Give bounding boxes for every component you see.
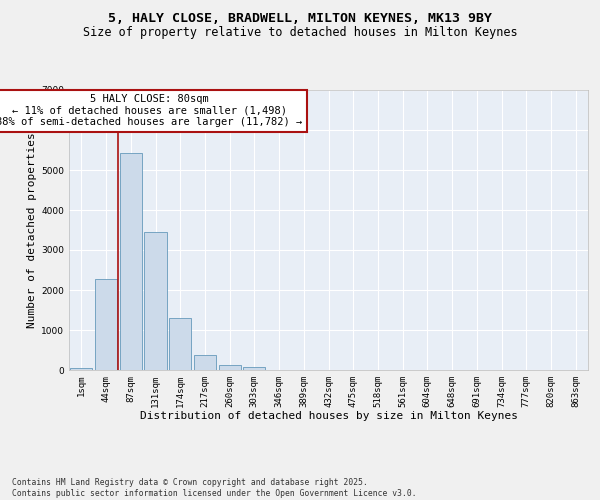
Text: Contains HM Land Registry data © Crown copyright and database right 2025.
Contai: Contains HM Land Registry data © Crown c… [12,478,416,498]
Bar [70,368,92,370]
Bar [95,279,117,370]
X-axis label: Distribution of detached houses by size in Milton Keynes: Distribution of detached houses by size … [139,412,517,422]
Text: 5, HALY CLOSE, BRADWELL, MILTON KEYNES, MK13 9BY: 5, HALY CLOSE, BRADWELL, MILTON KEYNES, … [108,12,492,26]
Bar [119,153,142,370]
Bar [243,367,265,370]
Bar [194,355,216,370]
Bar [218,366,241,370]
Text: 5 HALY CLOSE: 80sqm
← 11% of detached houses are smaller (1,498)
88% of semi-det: 5 HALY CLOSE: 80sqm ← 11% of detached ho… [0,94,302,128]
Bar [145,232,167,370]
Text: Size of property relative to detached houses in Milton Keynes: Size of property relative to detached ho… [83,26,517,39]
Bar [169,318,191,370]
Y-axis label: Number of detached properties: Number of detached properties [27,132,37,328]
